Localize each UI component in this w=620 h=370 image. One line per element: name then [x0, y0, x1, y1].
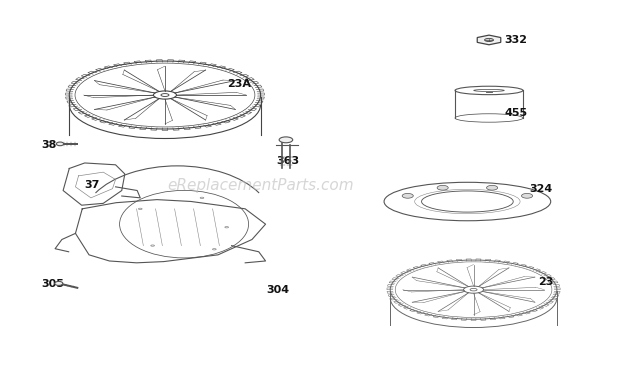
Text: 37: 37	[85, 180, 100, 190]
Ellipse shape	[55, 282, 63, 285]
Text: 332: 332	[505, 35, 528, 45]
Polygon shape	[477, 35, 501, 45]
Text: 305: 305	[42, 279, 64, 289]
Text: 38: 38	[42, 139, 57, 149]
Ellipse shape	[487, 185, 498, 190]
Text: eReplacementParts.com: eReplacementParts.com	[167, 178, 354, 192]
Text: 324: 324	[529, 184, 552, 194]
Ellipse shape	[437, 185, 448, 190]
Ellipse shape	[521, 194, 533, 198]
Text: 23: 23	[538, 277, 554, 287]
Text: 363: 363	[276, 156, 299, 166]
Text: 23A: 23A	[227, 79, 250, 89]
Text: 304: 304	[267, 285, 290, 295]
Text: 455: 455	[505, 108, 528, 118]
Ellipse shape	[56, 142, 64, 146]
Ellipse shape	[279, 137, 293, 143]
Ellipse shape	[402, 194, 414, 198]
Ellipse shape	[485, 38, 494, 41]
